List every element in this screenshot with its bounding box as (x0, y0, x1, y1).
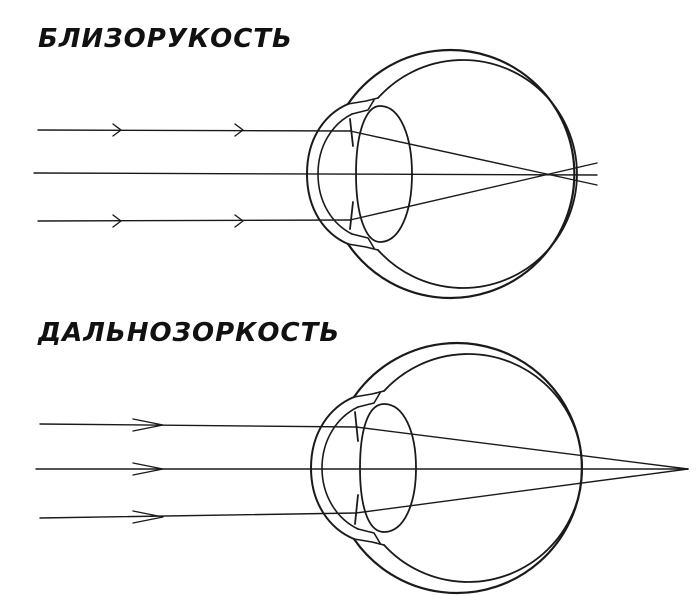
myopia-ciliary-lower (347, 233, 379, 251)
myopia-arrow-4 (234, 214, 244, 228)
myopia-ray-upper-refracted (349, 130, 598, 186)
myopia-title: БЛИЗОРУКОСТЬ (38, 24, 293, 54)
hyperopia-arrow-3 (132, 510, 164, 524)
myopia-ray-lower-incoming (37, 219, 351, 222)
myopia-ciliary-upper (347, 97, 379, 115)
hyperopia-ciliary-lower (353, 528, 385, 546)
hyperopia-ciliary-upper (353, 390, 385, 408)
hyperopia-eyeball (310, 341, 583, 595)
hyperopia-cornea-inner (321, 406, 359, 530)
myopia-ray-center (33, 172, 598, 176)
hyperopia-ray-upper-refracted (355, 426, 689, 470)
myopia-ray-lower-refracted (349, 162, 598, 221)
hyperopia-sclera-outer (352, 341, 583, 595)
myopia-iris-upper (349, 118, 354, 147)
myopia-diagram (33, 48, 598, 300)
hyperopia-cornea-outer (310, 396, 355, 540)
hyperopia-ray-upper-incoming (39, 423, 357, 428)
hyperopia-lens (359, 403, 417, 533)
myopia-arrow-3 (112, 214, 122, 228)
myopia-ray-upper-incoming (37, 129, 351, 132)
hyperopia-iris-lower (354, 494, 359, 525)
hyperopia-sclera-inner (383, 353, 583, 583)
hyperopia-title: ДАЛЬНОЗОРКОСТЬ (38, 318, 341, 348)
hyperopia-diagram (35, 341, 689, 595)
myopia-iris-lower (349, 201, 354, 230)
hyperopia-ray-lower-incoming (39, 512, 357, 519)
hyperopia-arrow-1 (132, 418, 164, 432)
myopia-arrow-1 (112, 123, 122, 137)
myopia-light-rays (33, 123, 598, 228)
myopia-sclera-inner (377, 59, 578, 289)
myopia-arrow-2 (234, 123, 244, 137)
myopia-sclera-outer (346, 48, 576, 300)
hyperopia-arrow-2 (132, 462, 164, 476)
hyperopia-ray-lower-refracted (355, 468, 689, 514)
hyperopia-light-rays (35, 418, 689, 524)
